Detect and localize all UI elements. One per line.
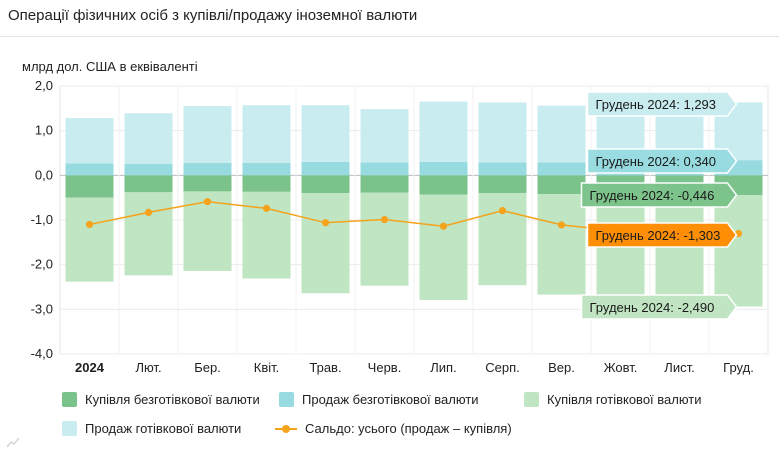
bar (360, 109, 409, 163)
x-tick-label: Груд. (723, 360, 754, 375)
legend-swatch-balance (275, 421, 297, 436)
balance-point (439, 222, 448, 230)
bar (360, 175, 409, 193)
bar (360, 192, 409, 286)
tooltip-text: Грудень 2024: -0,446 (590, 188, 715, 203)
y-tick-label: 0,0 (35, 167, 53, 182)
unit-label: млрд дол. США в еквіваленті (22, 59, 198, 74)
tooltip-box (586, 148, 738, 174)
tooltip-text: Грудень 2024: 0,340 (596, 154, 717, 169)
bar (65, 197, 114, 282)
tooltip-text: Грудень 2024: 1,293 (596, 97, 717, 112)
bar (478, 175, 527, 194)
x-tick-label: Лют. (135, 360, 161, 375)
bar (65, 163, 114, 176)
tooltip-box (580, 294, 738, 320)
bar (537, 162, 586, 176)
bar (183, 175, 232, 192)
y-tick-label: -2,0 (31, 257, 53, 272)
tooltip-box (586, 91, 738, 117)
bar (301, 175, 350, 194)
balance-point (144, 208, 153, 217)
chart-logo-icon (6, 437, 20, 448)
y-tick-label: -4,0 (31, 346, 53, 361)
balance-point (203, 198, 212, 206)
bar (360, 162, 409, 176)
bar (183, 106, 232, 163)
bar (537, 175, 586, 195)
balance-point (85, 220, 94, 229)
bar (65, 118, 114, 164)
december-tooltip: Грудень 2024: -0,446 (580, 182, 738, 208)
legend-label: Продаж безготівкової валюти (302, 391, 479, 407)
balance-point (321, 219, 330, 227)
legend-swatch-buy-cash (524, 391, 539, 407)
x-tick-label: Лип. (430, 360, 456, 375)
legend-item-buy-cash[interactable]: Купівля готівкової валюти (524, 389, 702, 409)
x-tick-label: Трав. (309, 360, 341, 375)
tooltip-text: Грудень 2024: -1,303 (596, 228, 721, 243)
bar (419, 175, 468, 195)
bar (419, 194, 468, 300)
legend-label: Купівля безготівкової валюти (85, 391, 260, 407)
december-tooltip: Грудень 2024: -1,303 (586, 222, 738, 248)
chart-title: Операції фізичних осіб з купівлі/продажу… (8, 7, 418, 24)
legend-item-sell-cash[interactable]: Продаж готівкової валюти (62, 418, 241, 438)
x-tick-label: Черв. (368, 360, 402, 375)
x-tick-label: Бер. (194, 360, 221, 375)
bar (714, 195, 763, 307)
balance-point (262, 204, 271, 212)
legend-item-balance[interactable]: Сальдо: усього (продаж – купівля) (275, 418, 512, 438)
x-tick-label: Серп. (485, 360, 520, 375)
legend-swatch-sell-cashless (279, 391, 294, 407)
x-tick-label: Квіт. (254, 360, 280, 375)
bar (301, 161, 350, 176)
y-tick-label: 2,0 (35, 78, 53, 93)
legend-swatch-buy-cashless (62, 391, 77, 407)
bar (478, 193, 527, 286)
legend-label: Сальдо: усього (продаж – купівля) (305, 420, 512, 436)
x-tick-label: Жовт. (604, 360, 638, 375)
legend-label: Купівля готівкової валюти (547, 391, 702, 407)
bar (183, 162, 232, 176)
balance-point (557, 221, 566, 229)
legend-label: Продаж готівкової валюти (85, 420, 242, 436)
tooltip-box (586, 222, 738, 248)
bar (478, 102, 527, 163)
bar (242, 162, 291, 176)
bar (301, 193, 350, 294)
bar (537, 105, 586, 163)
bar (124, 175, 173, 193)
december-tooltip: Грудень 2024: 1,293 (586, 91, 738, 117)
bar (419, 101, 468, 162)
bar (124, 113, 173, 164)
bar (419, 161, 468, 176)
title-divider (0, 36, 779, 37)
bar (242, 105, 291, 163)
legend-swatch-sell-cash (62, 420, 77, 436)
bar (478, 162, 527, 176)
tooltip-box (580, 182, 738, 208)
balance-point (380, 215, 389, 224)
december-tooltip: Грудень 2024: 0,340 (586, 148, 738, 174)
x-tick-label: Лист. (664, 360, 694, 375)
legend-item-sell-cashless[interactable]: Продаж безготівкової валюти (279, 389, 479, 409)
x-tick-label: 2024 (75, 360, 105, 375)
y-tick-label: -3,0 (31, 301, 53, 316)
december-tooltip: Грудень 2024: -2,490 (580, 294, 738, 320)
bar (242, 175, 291, 192)
legend-item-buy-cashless[interactable]: Купівля безготівкової валюти (62, 389, 260, 409)
bar (124, 163, 173, 176)
balance-point (498, 207, 507, 215)
bar (65, 175, 114, 198)
bar (301, 105, 350, 162)
y-tick-label: -1,0 (31, 212, 53, 227)
x-tick-label: Вер. (548, 360, 575, 375)
tooltip-text: Грудень 2024: -2,490 (590, 300, 715, 315)
y-tick-label: 1,0 (35, 123, 53, 138)
bar (124, 192, 173, 276)
bar (537, 194, 586, 295)
